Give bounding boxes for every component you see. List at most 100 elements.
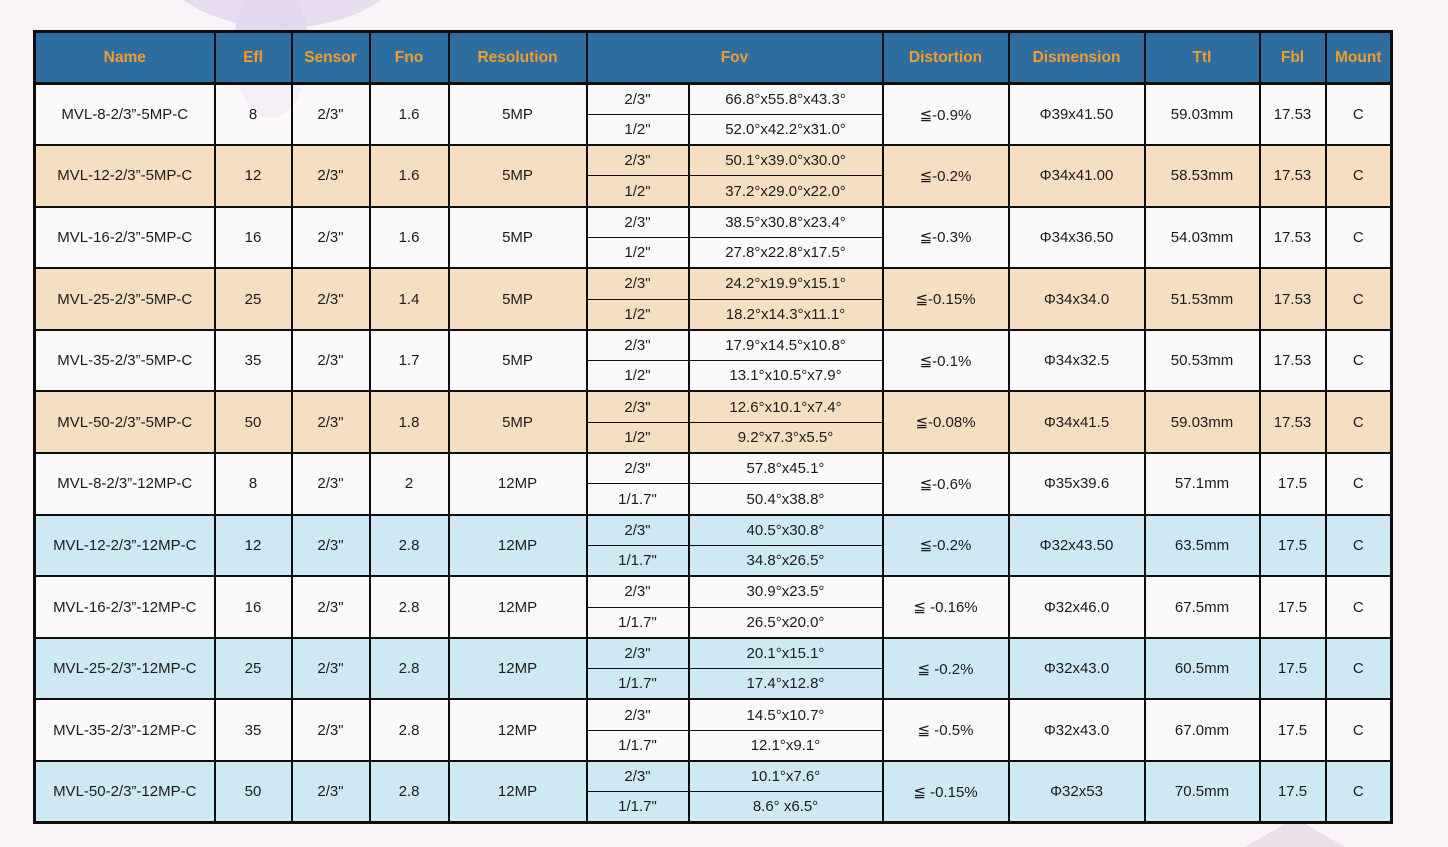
cell-mount: C — [1324, 82, 1393, 147]
cell-fov-size: 1/1.7" — [585, 668, 690, 701]
cell-sensor: 2/3" — [290, 698, 371, 763]
cell-fov-size: 2/3" — [585, 144, 690, 177]
table-row: MVL-16-2/3”-5MP-C 16 2/3" 1.6 5MP 2/3" 38.5°x3… — [33, 205, 1393, 270]
cell-fov-size: 2/3" — [585, 390, 690, 423]
cell-fov-angle: 8.6° x6.5° — [687, 791, 884, 824]
cell-fov-angle: 50.1°x39.0°x30.0° — [687, 144, 884, 177]
table-row: 1/1.7" 26.5°x20.0° — [35, 606, 1392, 639]
cell-sensor: 2/3" — [290, 575, 371, 639]
cell-fov-size: 2/3" — [585, 760, 690, 793]
cell-fov-size: 1/2" — [585, 360, 690, 393]
cell-fov-angle: 27.8°x22.8°x17.5° — [687, 236, 884, 270]
cell-dismension: Φ32x43.0 — [1007, 636, 1146, 701]
cell-resolution: 5MP — [447, 82, 588, 147]
col-header-dismension: Dismension — [1007, 30, 1146, 85]
cell-efl: 16 — [213, 575, 293, 639]
cell-fov-size: 2/3" — [585, 328, 690, 362]
cell-ttl: 51.53mm — [1143, 267, 1261, 331]
table-row: MVL-50-2/3”-12MP-C 50 2/3" 2.8 12MP 2/3" 10.1°… — [33, 760, 1393, 824]
header-row: Name Efl Sensor Fno Resolution Fov Disto… — [33, 30, 1393, 85]
table-row: 1/2" 18.2°x14.3°x11.1° — [35, 298, 1392, 331]
cell-fno: 2.8 — [368, 513, 450, 578]
cell-sensor: 2/3" — [290, 267, 371, 331]
cell-fov-angle: 66.8°x55.8°x43.3° — [687, 82, 884, 115]
cell-distortion: ≦ -0.2% — [881, 636, 1010, 701]
table-row: MVL-12-2/3”-12MP-C 12 2/3" 2.8 12MP 2/3" 40.5°… — [33, 513, 1393, 578]
cell-fov-angle: 12.6°x10.1°x7.4° — [687, 390, 884, 423]
col-header-name: Name — [33, 30, 216, 85]
cell-ttl: 60.5mm — [1143, 636, 1261, 701]
cell-resolution: 5MP — [447, 390, 588, 455]
cell-fno: 1.6 — [368, 205, 450, 270]
cell-sensor: 2/3" — [290, 82, 371, 147]
cell-sensor: 2/3" — [290, 144, 371, 208]
col-header-fov: Fov — [585, 30, 884, 85]
col-header-efl: Efl — [213, 30, 293, 85]
table-row: 1/2" 9.2°x7.3°x5.5° — [35, 421, 1392, 455]
cell-name: MVL-16-2/3”-5MP-C — [33, 205, 216, 270]
cell-fbl: 17.53 — [1258, 390, 1327, 455]
cell-fov-angle: 40.5°x30.8° — [687, 513, 884, 546]
cell-fov-angle: 26.5°x20.0° — [687, 606, 884, 639]
cell-mount: C — [1324, 760, 1393, 824]
cell-fbl: 17.53 — [1258, 328, 1327, 393]
cell-ttl: 67.5mm — [1143, 575, 1261, 639]
cell-ttl: 67.0mm — [1143, 698, 1261, 763]
cell-efl: 12 — [213, 513, 293, 578]
cell-distortion: ≦ -0.5% — [881, 698, 1010, 763]
cell-resolution: 5MP — [447, 267, 588, 331]
cell-efl: 35 — [213, 328, 293, 393]
cell-fbl: 17.5 — [1258, 636, 1327, 701]
cell-fov-size: 2/3" — [585, 267, 690, 300]
col-header-sensor: Sensor — [290, 30, 371, 85]
cell-name: MVL-35-2/3”-12MP-C — [33, 698, 216, 763]
cell-fov-angle: 34.8°x26.5° — [687, 544, 884, 578]
cell-sensor: 2/3" — [290, 390, 371, 455]
cell-fov-angle: 18.2°x14.3°x11.1° — [687, 298, 884, 331]
cell-fno: 1.7 — [368, 328, 450, 393]
cell-dismension: Φ35x39.6 — [1007, 452, 1146, 516]
cell-distortion: ≦-0.9% — [881, 82, 1010, 147]
col-header-distortion: Distortion — [881, 30, 1010, 85]
table-row: MVL-50-2/3”-5MP-C 50 2/3" 1.8 5MP 2/3" 12.6°x1… — [33, 390, 1393, 455]
cell-fbl: 17.53 — [1258, 205, 1327, 270]
cell-fbl: 17.53 — [1258, 82, 1327, 147]
cell-fno: 2 — [368, 452, 450, 516]
cell-distortion: ≦ -0.16% — [881, 575, 1010, 639]
cell-fno: 2.8 — [368, 760, 450, 824]
cell-fov-size: 1/2" — [585, 421, 690, 455]
table-row: 1/2" 52.0°x42.2°x31.0° — [35, 113, 1392, 147]
cell-ttl: 57.1mm — [1143, 452, 1261, 516]
cell-mount: C — [1324, 205, 1393, 270]
cell-fov-angle: 52.0°x42.2°x31.0° — [687, 113, 884, 147]
cell-fbl: 17.5 — [1258, 452, 1327, 516]
cell-fov-size: 2/3" — [585, 82, 690, 115]
cell-fno: 2.8 — [368, 636, 450, 701]
cell-fov-angle: 17.4°x12.8° — [687, 668, 884, 701]
cell-dismension: Φ39x41.50 — [1007, 82, 1146, 147]
cell-distortion: ≦-0.08% — [881, 390, 1010, 455]
cell-fov-angle: 50.4°x38.8° — [687, 483, 884, 516]
cell-resolution: 12MP — [447, 452, 588, 516]
cell-fno: 2.8 — [368, 698, 450, 763]
cell-fbl: 17.53 — [1258, 267, 1327, 331]
cell-efl: 25 — [213, 267, 293, 331]
cell-resolution: 5MP — [447, 205, 588, 270]
cell-dismension: Φ32x43.0 — [1007, 698, 1146, 763]
cell-name: MVL-12-2/3”-5MP-C — [33, 144, 216, 208]
cell-mount: C — [1324, 267, 1393, 331]
cell-ttl: 59.03mm — [1143, 82, 1261, 147]
cell-resolution: 12MP — [447, 636, 588, 701]
cell-fov-angle: 12.1°x9.1° — [687, 729, 884, 763]
cell-sensor: 2/3" — [290, 452, 371, 516]
table-row: 1/2" 37.2°x29.0°x22.0° — [35, 175, 1392, 208]
table-row: MVL-25-2/3”-12MP-C 25 2/3" 2.8 12MP 2/3" 20.1°… — [33, 636, 1393, 701]
cell-resolution: 12MP — [447, 760, 588, 824]
cell-ttl: 70.5mm — [1143, 760, 1261, 824]
cell-mount: C — [1324, 575, 1393, 639]
cell-dismension: Φ34x34.0 — [1007, 267, 1146, 331]
cell-fno: 1.4 — [368, 267, 450, 331]
cell-fno: 2.8 — [368, 575, 450, 639]
cell-efl: 35 — [213, 698, 293, 763]
col-header-resolution: Resolution — [447, 30, 588, 85]
